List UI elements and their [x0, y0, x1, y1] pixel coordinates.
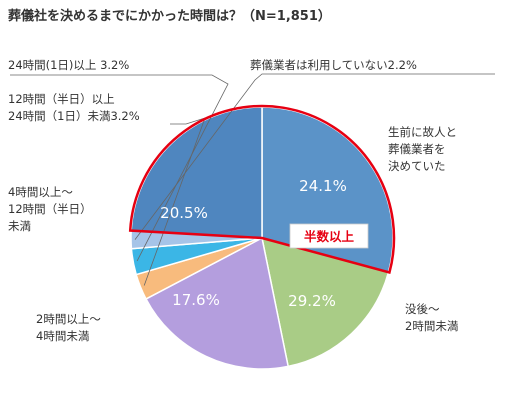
slice-value-label: 17.6%	[172, 291, 220, 309]
leader-line	[143, 117, 206, 286]
slice-category-label: 4時間以上～ 12時間（半日）未満	[8, 185, 92, 233]
majority-badge	[289, 223, 369, 249]
chart-title: 葬儀社を決めるまでにかかった時間は？（N=1,851）	[8, 9, 331, 24]
majority-label: 半数以上	[304, 229, 355, 244]
slice-category-label: 葬儀業者は利用していない2.2%	[250, 58, 417, 72]
pie-slice	[261, 236, 390, 368]
slice-category-label: 2時間以上～ 4時間未満	[36, 312, 101, 343]
leader-line	[10, 74, 229, 262]
slice-value-label: 29.2%	[288, 292, 336, 310]
pie-slice	[145, 236, 290, 370]
majority-outline	[128, 104, 396, 274]
slice-category-label: 生前に故人と葬儀業者を決めていた	[388, 125, 457, 173]
leader-line	[134, 73, 495, 240]
slice-category-label: 24時間(1日)以上 3.2%	[8, 58, 129, 72]
slice-value-label: 24.1%	[299, 177, 347, 195]
slice-category-label: 没後～ 2時間未満	[405, 302, 458, 333]
slice-category-label: 12時間（半日）以上 24時間（1日）未満3.2%	[8, 92, 140, 123]
slice-value-label: 20.5%	[160, 204, 208, 222]
